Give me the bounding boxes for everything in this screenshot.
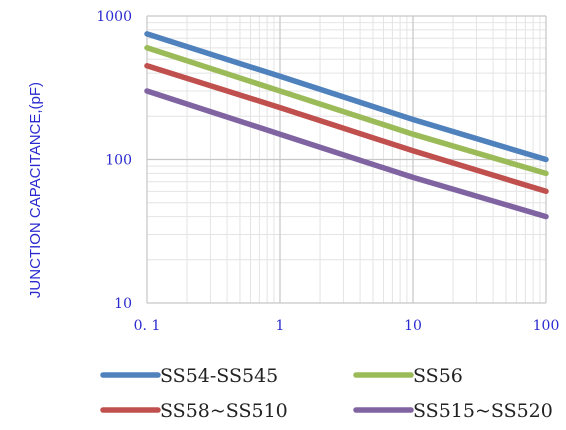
- series-lines: [144, 31, 549, 220]
- y-axis-ticks: 10 100 1000: [96, 9, 132, 312]
- legend-label: SS54-SS545: [160, 365, 278, 387]
- legend-label: SS515~SS520: [413, 400, 553, 422]
- series-line-ss54-ss545: [144, 31, 549, 163]
- x-tick-label: 10: [404, 318, 422, 334]
- series-line-ss515-ss520: [144, 88, 549, 220]
- grid-major: [146, 15, 547, 304]
- x-tick-label: 0. 1: [134, 318, 161, 334]
- y-axis-label: JUNCTION CAPACITANCE,(pF): [27, 82, 44, 298]
- legend-label: SS56: [413, 365, 463, 387]
- x-axis-ticks: 0. 1 1 10 100: [134, 318, 560, 334]
- y-tick-label: 100: [105, 153, 132, 169]
- y-tick-label: 1000: [96, 9, 132, 25]
- legend-label: SS58~SS510: [160, 400, 288, 422]
- legend: SS54-SS545 SS56 SS58~SS510 SS515~SS520: [100, 365, 553, 422]
- x-tick-label: 100: [533, 318, 560, 334]
- y-tick-label: 10: [114, 296, 132, 312]
- series-line-ss58-ss510: [144, 63, 549, 195]
- series-line-ss56: [144, 45, 549, 177]
- x-tick-label: 1: [276, 318, 285, 334]
